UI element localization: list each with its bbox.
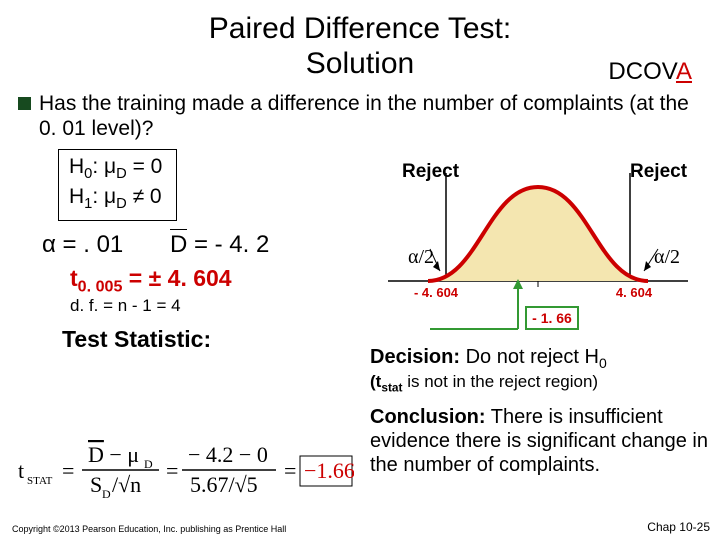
h1-musub: D bbox=[116, 196, 127, 212]
decision-text: Do not reject H bbox=[460, 346, 599, 368]
dcova-tag: DCOVA bbox=[608, 58, 692, 86]
dbar-symbol: D bbox=[170, 231, 187, 259]
svg-text:Reject: Reject bbox=[402, 161, 460, 182]
svg-text:D: D bbox=[102, 487, 111, 501]
h0-label: H bbox=[69, 155, 84, 178]
svg-text:=: = bbox=[166, 458, 178, 483]
question-text: Has the training made a difference in th… bbox=[39, 91, 702, 141]
hypothesis-box: H0: μD = 0 H1: μD ≠ 0 bbox=[58, 149, 177, 220]
svg-text:D − μ: D − μ bbox=[88, 442, 139, 467]
dcova-prefix: DCOV bbox=[608, 58, 676, 85]
h0-tail: = 0 bbox=[127, 155, 163, 178]
copyright: Copyright ©2013 Pearson Education, Inc. … bbox=[12, 524, 286, 534]
conclusion-label: Conclusion: bbox=[370, 406, 486, 428]
svg-text:=: = bbox=[284, 458, 296, 483]
h0-musub: D bbox=[116, 167, 127, 183]
bullet-icon bbox=[18, 97, 31, 110]
distribution-figure: Reject Reject α/2 α/2 - 4. 604 4. 604 - … bbox=[368, 153, 708, 333]
h0-mid: : μ bbox=[92, 155, 116, 178]
svg-text:STAT: STAT bbox=[27, 475, 53, 487]
h1-tail: ≠ 0 bbox=[127, 185, 162, 208]
svg-text:- 1. 66: - 1. 66 bbox=[532, 310, 572, 326]
svg-text:−1.66: −1.66 bbox=[304, 458, 354, 483]
dbar-value: = - 4. 2 bbox=[187, 231, 269, 258]
svg-text:− 4.2 − 0: − 4.2 − 0 bbox=[188, 442, 268, 467]
decision-conclusion: Decision: Do not reject H0 (tstat is not… bbox=[370, 345, 710, 478]
svg-text:4. 604: 4. 604 bbox=[616, 285, 653, 300]
decision-h-sub: 0 bbox=[599, 355, 607, 371]
tstat-note-prefix: (t bbox=[370, 372, 381, 391]
dcova-a: A bbox=[676, 58, 692, 85]
test-statistic-formula: t STAT = D − μ D S D /√n = − 4.2 − 0 5.6… bbox=[14, 438, 354, 502]
decision-label: Decision: bbox=[370, 346, 460, 368]
chapter-label: Chap 10-25 bbox=[647, 520, 710, 534]
alpha-row: α = . 01 bbox=[42, 231, 123, 258]
svg-text:Reject: Reject bbox=[630, 161, 688, 182]
svg-text:S: S bbox=[90, 472, 102, 497]
title-line1: Paired Difference Test: bbox=[0, 12, 720, 47]
svg-text:5.67/√5: 5.67/√5 bbox=[190, 472, 258, 497]
svg-text:- 4. 604: - 4. 604 bbox=[414, 285, 459, 300]
svg-text:D: D bbox=[144, 457, 153, 471]
tstat-note-tail: is not in the reject region) bbox=[402, 372, 598, 391]
svg-text:t: t bbox=[18, 458, 24, 483]
svg-text:=: = bbox=[62, 458, 74, 483]
svg-text:/√n: /√n bbox=[112, 472, 141, 497]
tstat-note-sub: stat bbox=[381, 380, 402, 394]
h1-mid: : μ bbox=[92, 185, 116, 208]
h1-label: H bbox=[69, 185, 84, 208]
